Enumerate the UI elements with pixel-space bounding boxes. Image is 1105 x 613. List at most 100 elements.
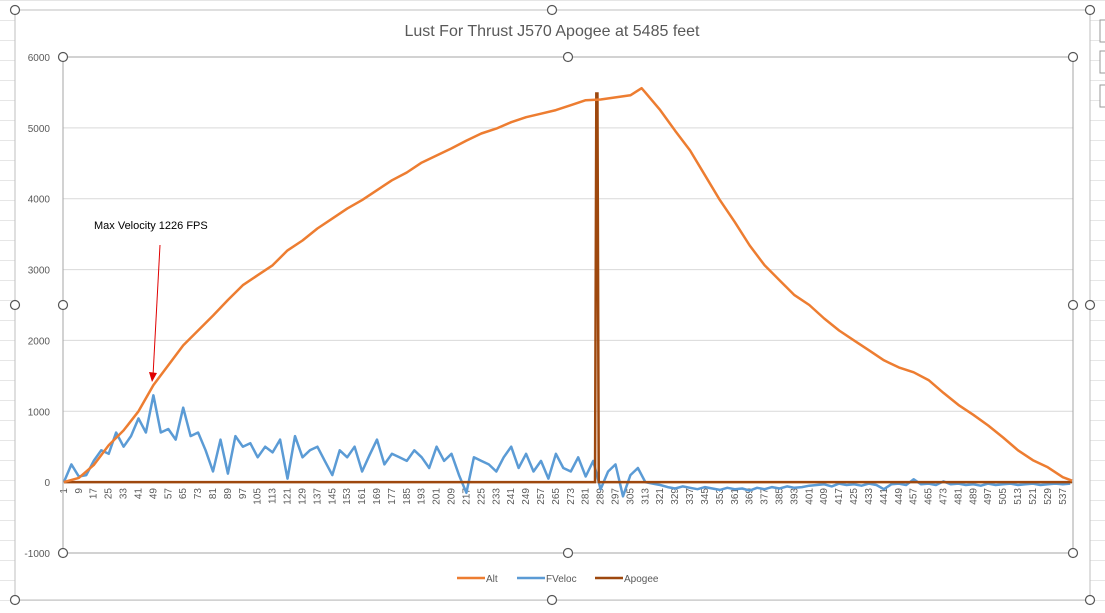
plot-area-handle[interactable] xyxy=(1067,51,1079,63)
chart-area-handle[interactable] xyxy=(546,4,558,16)
chart-area-handle[interactable] xyxy=(1084,594,1096,606)
x-tick-label: 521 xyxy=(1028,488,1039,505)
plot-area-handle[interactable] xyxy=(57,299,69,311)
annotation-arrowhead xyxy=(149,372,157,382)
x-tick-label: 89 xyxy=(223,488,234,500)
plot-area-handle[interactable] xyxy=(562,51,574,63)
y-axis: -1000 0 1000 2000 3000 4000 5000 6000 xyxy=(24,53,50,560)
y-tick-label: 0 xyxy=(44,478,50,489)
x-tick-label: 161 xyxy=(357,488,368,505)
x-tick-label: 369 xyxy=(745,488,756,505)
chart-area-handle[interactable] xyxy=(9,299,21,311)
chart-area-handle[interactable] xyxy=(9,594,21,606)
x-tick-label: 41 xyxy=(133,488,144,500)
series-line-fveloc xyxy=(62,394,1071,498)
x-tick-label: 129 xyxy=(297,488,308,505)
chart-area-handle[interactable] xyxy=(546,594,558,606)
x-tick-label: 113 xyxy=(268,488,279,504)
annotation-arrow xyxy=(152,244,161,377)
x-tick-label: 449 xyxy=(894,488,905,505)
x-tick-label: 353 xyxy=(715,488,726,505)
x-tick-label: 425 xyxy=(849,488,860,505)
x-tick-label: 305 xyxy=(625,488,636,505)
x-tick-label: 145 xyxy=(327,488,338,505)
x-tick-label: 401 xyxy=(804,488,815,505)
x-tick-label: 297 xyxy=(611,488,622,505)
x-tick-label: 201 xyxy=(432,488,443,505)
x-tick-label: 1 xyxy=(59,488,70,494)
x-tick-label: 137 xyxy=(312,488,323,505)
chart-area-handle[interactable] xyxy=(1084,299,1096,311)
x-tick-label: 329 xyxy=(670,488,681,505)
y-tick-label: -1000 xyxy=(24,549,50,560)
x-tick-label: 97 xyxy=(238,488,249,500)
legend-label-alt: Alt xyxy=(486,574,498,585)
legend-label-apogee: Apogee xyxy=(624,574,659,585)
plot-area-handle[interactable] xyxy=(57,547,69,559)
chart-elements-button[interactable] xyxy=(1099,19,1105,43)
x-tick-label: 17 xyxy=(89,488,100,500)
x-tick-label: 417 xyxy=(834,488,845,505)
plot-area-handle[interactable] xyxy=(1067,547,1079,559)
y-tick-label: 1000 xyxy=(28,407,51,418)
legend: Alt FVeloc Apogee xyxy=(457,574,659,585)
series-line-apogee xyxy=(63,92,1073,484)
x-tick-label: 393 xyxy=(789,488,800,505)
x-tick-label: 337 xyxy=(685,488,696,505)
x-tick-label: 169 xyxy=(372,488,383,505)
x-tick-label: 457 xyxy=(909,488,920,505)
series xyxy=(62,86,1073,498)
plot-area-handle[interactable] xyxy=(57,51,69,63)
x-tick-label: 33 xyxy=(119,488,130,500)
chart-filters-button[interactable] xyxy=(1099,84,1105,108)
x-tick-label: 241 xyxy=(506,488,517,505)
annotation: Max Velocity 1226 FPS xyxy=(94,220,208,382)
x-tick-label: 25 xyxy=(104,488,115,500)
x-axis: 1 9 17 25 33 41 49 57 65 73 81 89 97 105 113 121 129 137 1… xyxy=(59,481,1073,505)
y-tick-label: 5000 xyxy=(28,124,51,135)
x-tick-label: 377 xyxy=(760,488,771,505)
y-tick-label: 3000 xyxy=(28,266,51,277)
y-tick-label: 4000 xyxy=(28,195,51,206)
y-tick-label: 6000 xyxy=(28,53,51,64)
chart-side-buttons[interactable] xyxy=(1099,19,1105,108)
x-tick-label: 321 xyxy=(655,488,666,505)
x-tick-label: 529 xyxy=(1043,488,1054,505)
x-tick-label: 121 xyxy=(283,488,294,505)
x-tick-label: 513 xyxy=(1013,488,1024,505)
x-tick-label: 209 xyxy=(447,488,458,505)
x-tick-label: 473 xyxy=(938,488,949,505)
x-tick-label: 153 xyxy=(342,488,353,505)
x-tick-label: 433 xyxy=(864,488,875,505)
x-tick-label: 489 xyxy=(968,488,979,505)
x-tick-label: 465 xyxy=(924,488,935,505)
plot-area-handle[interactable] xyxy=(562,547,574,559)
chart-title: Lust For Thrust J570 Apogee at 5485 feet xyxy=(404,23,700,40)
x-tick-label: 497 xyxy=(983,488,994,505)
x-tick-label: 9 xyxy=(74,488,85,494)
y-tick-label: 2000 xyxy=(28,336,51,347)
chart-styles-button[interactable] xyxy=(1099,50,1105,74)
x-tick-label: 289 xyxy=(596,488,607,505)
chart-area-handle[interactable] xyxy=(1084,4,1096,16)
x-tick-label: 265 xyxy=(551,488,562,505)
x-tick-label: 73 xyxy=(193,488,204,500)
chart-area-handle[interactable] xyxy=(9,4,21,16)
x-tick-label: 505 xyxy=(998,488,1009,505)
x-tick-label: 193 xyxy=(417,488,428,505)
x-tick-label: 225 xyxy=(476,488,487,505)
x-tick-label: 81 xyxy=(208,488,219,500)
x-tick-label: 481 xyxy=(953,488,964,505)
x-tick-label: 217 xyxy=(461,488,472,505)
x-tick-label: 49 xyxy=(148,488,159,500)
series-line-alt xyxy=(63,86,1073,484)
x-tick-label: 257 xyxy=(536,488,547,505)
x-tick-label: 273 xyxy=(566,488,577,505)
selection-handles[interactable] xyxy=(9,4,1096,606)
x-tick-label: 249 xyxy=(521,488,532,505)
x-tick-label: 345 xyxy=(700,488,711,505)
x-tick-label: 361 xyxy=(730,488,741,505)
chart-area[interactable] xyxy=(14,9,1091,601)
plot-area-handle[interactable] xyxy=(1067,299,1079,311)
